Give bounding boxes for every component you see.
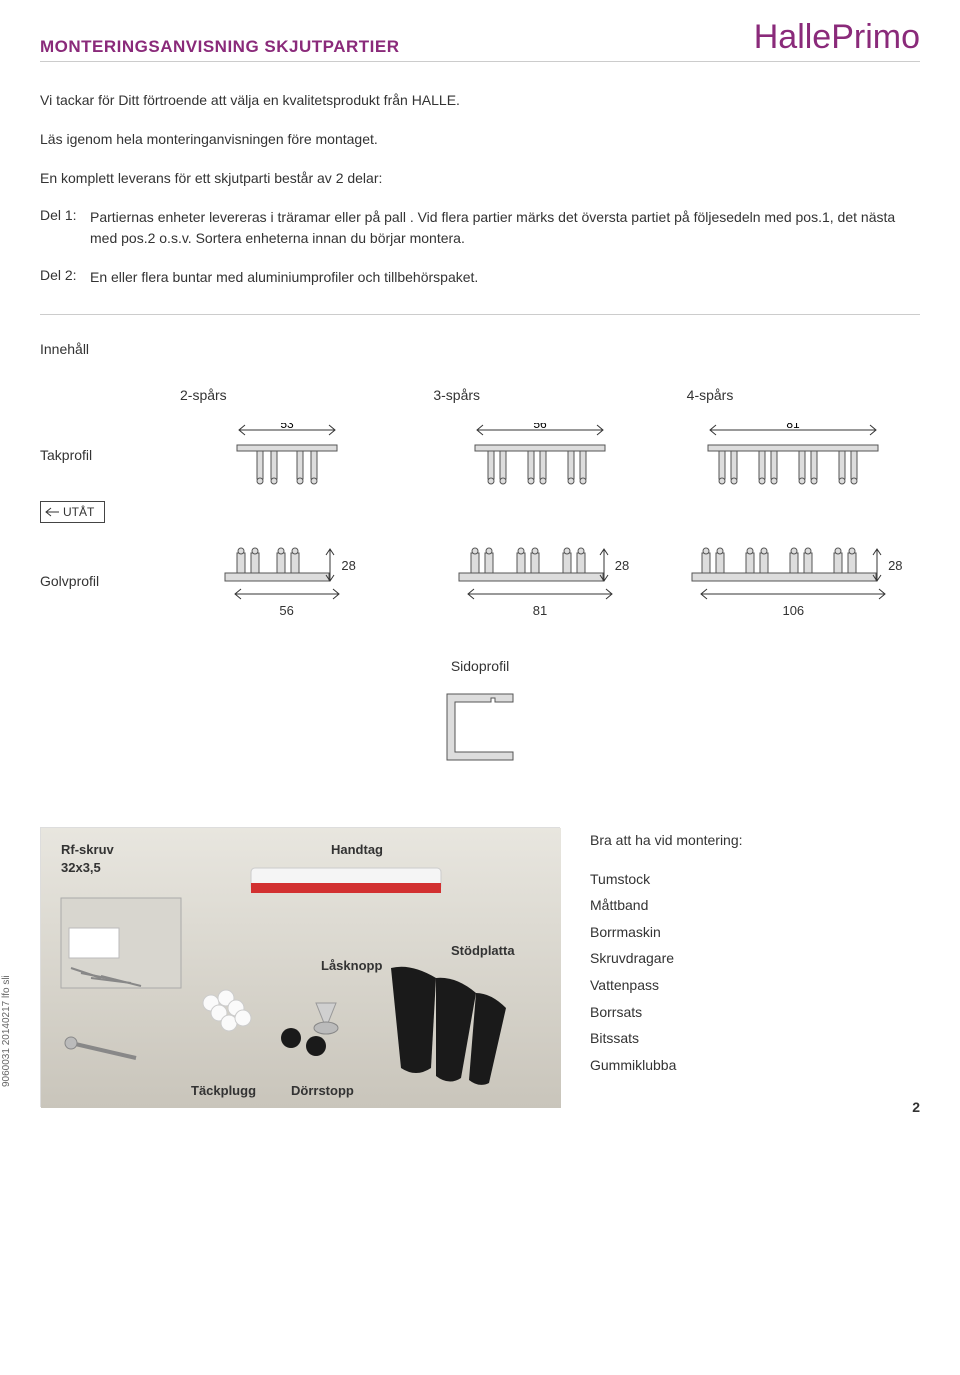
sidoprofil-block: Sidoprofil (40, 658, 920, 777)
del1-text: Partiernas enheter levereras i träramar … (90, 207, 920, 249)
del2-label: Del 2: (40, 267, 90, 288)
col-2spars: 2-spårs (160, 387, 413, 403)
col-3spars: 3-spårs (413, 387, 666, 403)
takprofil-row: Takprofil 53 56 (40, 423, 920, 487)
parts-photo: Rf-skruv 32x3,5 Handtag Låsknopp Stödpla… (40, 827, 560, 1107)
golvprofil-4-icon (684, 543, 884, 587)
takprofil-2-icon (232, 437, 342, 487)
golvprofil-4: 28 106 (667, 543, 920, 618)
golvprofil-row: Golvprofil 28 56 (40, 543, 920, 618)
label-stodplatta: Stödplatta (451, 943, 515, 958)
takprofil-label: Takprofil (40, 447, 160, 463)
tool-item: Skruvdragare (590, 945, 743, 972)
label-dorrstopp: Dörrstopp (291, 1083, 354, 1098)
takprofil-3-icon (470, 437, 610, 487)
column-headers: 2-spårs 3-spårs 4-spårs (160, 387, 920, 403)
tool-item: Gummiklubba (590, 1052, 743, 1079)
utat-indicator: UTÅT (40, 501, 160, 523)
label-handtag: Handtag (331, 842, 383, 857)
golv-width-3: 81 (533, 603, 547, 618)
tool-item: Bitssats (590, 1025, 743, 1052)
dim-arrow-icon: 56 (475, 423, 605, 437)
label-rfskruv-size: 32x3,5 (61, 860, 101, 875)
label-tackplugg: Täckplugg (191, 1083, 256, 1098)
takprofil-4-icon (703, 437, 883, 487)
golvprofil-2-icon (217, 543, 337, 587)
doc-title: MONTERINGSANVISNING SKJUTPARTIER (40, 37, 400, 57)
label-rfskruv: Rf-skruv (61, 842, 114, 857)
golvprofil-label: Golvprofil (40, 573, 160, 589)
tool-item: Måttband (590, 892, 743, 919)
svg-text:81: 81 (787, 423, 801, 431)
takprofil-4: 81 (667, 423, 920, 487)
brand-logo: HallePrimo (754, 18, 920, 57)
side-code: 9060031 20140217 lfo sli (1, 975, 12, 1087)
golvprofil-3-icon (451, 543, 611, 587)
golv-height-3: 28 (615, 558, 629, 573)
dim-arrow-icon (227, 587, 347, 601)
tools-title: Bra att ha vid montering: (590, 827, 743, 854)
tools-list: Bra att ha vid montering: Tumstock Måttb… (590, 827, 743, 1107)
dim-arrow-icon: 53 (237, 423, 337, 437)
page-number: 2 (912, 1099, 920, 1115)
col-4spars: 4-spårs (667, 387, 920, 403)
page-header: MONTERINGSANVISNING SKJUTPARTIER HallePr… (40, 18, 920, 62)
golvprofil-2: 28 56 (160, 543, 413, 618)
tool-item: Borrmaskin (590, 919, 743, 946)
photo-bg (41, 828, 561, 1108)
svg-text:56: 56 (533, 423, 547, 431)
dim-arrow-icon: 81 (708, 423, 878, 437)
sidoprofil-label: Sidoprofil (40, 658, 920, 674)
del2-text: En eller flera buntar med aluminiumprofi… (90, 267, 478, 288)
golv-height-2: 28 (341, 558, 355, 573)
intro-line-2: Läs igenom hela monteringanvisningen för… (40, 129, 920, 150)
tool-item: Borrsats (590, 999, 743, 1026)
contents-title: Innehåll (40, 341, 920, 357)
tool-item: Vattenpass (590, 972, 743, 999)
takprofil-2: 53 (160, 423, 413, 487)
svg-text:53: 53 (280, 423, 294, 431)
tool-item: Tumstock (590, 866, 743, 893)
parts-section: Rf-skruv 32x3,5 Handtag Låsknopp Stödpla… (40, 827, 920, 1107)
golv-width-4: 106 (782, 603, 804, 618)
intro-block: Vi tackar för Ditt förtroende att välja … (40, 90, 920, 288)
divider (40, 314, 920, 315)
takprofil-3: 56 (413, 423, 666, 487)
utat-label: UTÅT (63, 505, 94, 519)
dim-arrow-icon (460, 587, 620, 601)
arrow-left-icon (45, 507, 59, 517)
del2-row: Del 2: En eller flera buntar med alumini… (40, 267, 920, 288)
golv-width-2: 56 (279, 603, 293, 618)
del1-label: Del 1: (40, 207, 90, 249)
intro-line-1: Vi tackar för Ditt förtroende att välja … (40, 90, 920, 111)
dim-arrow-icon (693, 587, 893, 601)
del1-row: Del 1: Partiernas enheter levereras i tr… (40, 207, 920, 249)
golv-height-4: 28 (888, 558, 902, 573)
sidoprofil-icon (435, 682, 525, 772)
golvprofil-3: 28 81 (413, 543, 666, 618)
label-lasknopp: Låsknopp (321, 958, 382, 973)
intro-line-3: En komplett leverans för ett skjutparti … (40, 168, 920, 189)
